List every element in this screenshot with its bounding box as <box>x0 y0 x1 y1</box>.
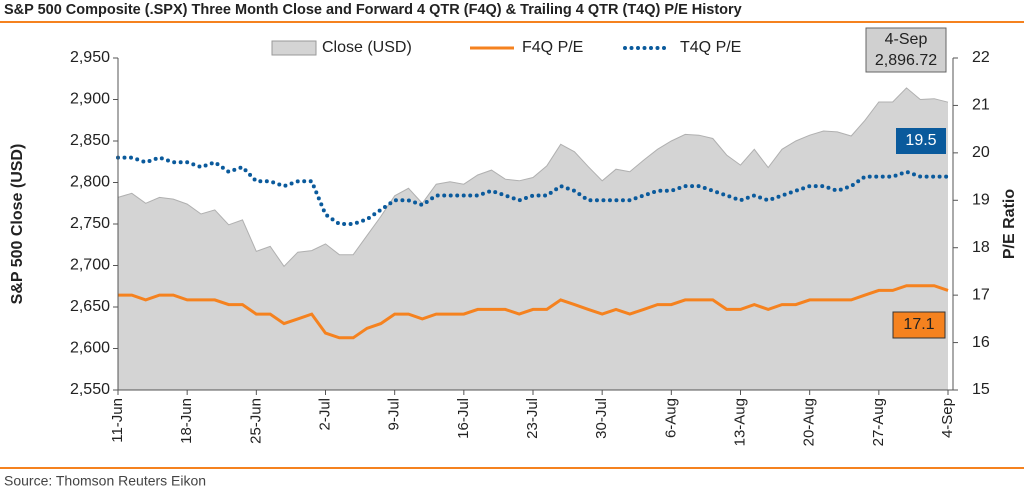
x-tick-label: 18-Jun <box>178 398 195 444</box>
y-tick-label: 2,750 <box>70 215 110 232</box>
y2-tick-label: 19 <box>972 192 990 209</box>
y2-tick-label: 16 <box>972 334 990 351</box>
x-tick-label: 30-Jul <box>593 398 610 439</box>
line <box>118 284 949 340</box>
annotation: 17.1 <box>903 316 934 333</box>
y2-tick-label: 20 <box>972 144 990 161</box>
legend-label: T4Q P/E <box>680 39 741 56</box>
line <box>116 155 950 226</box>
x-tick-label: 4-Sep <box>939 398 956 438</box>
legend-swatch <box>271 40 317 56</box>
x-tick-label: 16-Jul <box>455 398 472 439</box>
annotation: 19.5 <box>905 132 936 149</box>
y-tick-label: 2,950 <box>70 49 110 66</box>
y-tick-label: 2,650 <box>70 298 110 315</box>
annotation-box <box>892 311 946 339</box>
chart-title: S&P 500 Composite (.SPX) Three Month Clo… <box>4 2 742 18</box>
x-tick-label: 11-Jun <box>109 398 126 443</box>
x-tick-label: 23-Jul <box>524 398 541 439</box>
x-tick-label: 20-Aug <box>801 398 818 446</box>
y-tick-label: 2,900 <box>70 91 110 108</box>
y2-tick-label: 17 <box>972 286 990 303</box>
y-tick-label: 2,800 <box>70 174 110 191</box>
annotation-box <box>896 128 946 154</box>
y-tick-label: 2,550 <box>70 381 110 398</box>
x-tick-label: 13-Aug <box>731 398 748 446</box>
annotation: 2,896.72 <box>875 52 937 69</box>
legend-label: F4Q P/E <box>522 39 583 56</box>
source: Source: Thomson Reuters Eikon <box>4 473 206 489</box>
y-axis-label: S&P 500 Close (USD) <box>9 144 26 305</box>
x-tick-label: 9-Jul <box>386 398 403 431</box>
y-tick-label: 2,850 <box>70 132 110 149</box>
x-tick-label: 25-Jun <box>247 398 264 444</box>
y2-tick-label: 22 <box>972 49 990 66</box>
annotation-box <box>865 27 947 73</box>
x-tick-label: 27-Aug <box>870 398 887 446</box>
y2-tick-label: 18 <box>972 239 990 256</box>
area-edge <box>117 87 949 268</box>
x-tick-label: 2-Jul <box>316 398 333 431</box>
y2-axis-label: P/E Ratio <box>1001 189 1018 259</box>
area <box>118 87 948 391</box>
y2-tick-label: 15 <box>972 381 990 398</box>
y-tick-label: 2,600 <box>70 340 110 357</box>
x-tick-label: 6-Aug <box>662 398 679 438</box>
y-tick-label: 2,700 <box>70 257 110 274</box>
annotation: 4-Sep <box>885 31 928 48</box>
y2-tick-label: 21 <box>972 97 990 114</box>
legend-label: Close (USD) <box>322 39 412 56</box>
